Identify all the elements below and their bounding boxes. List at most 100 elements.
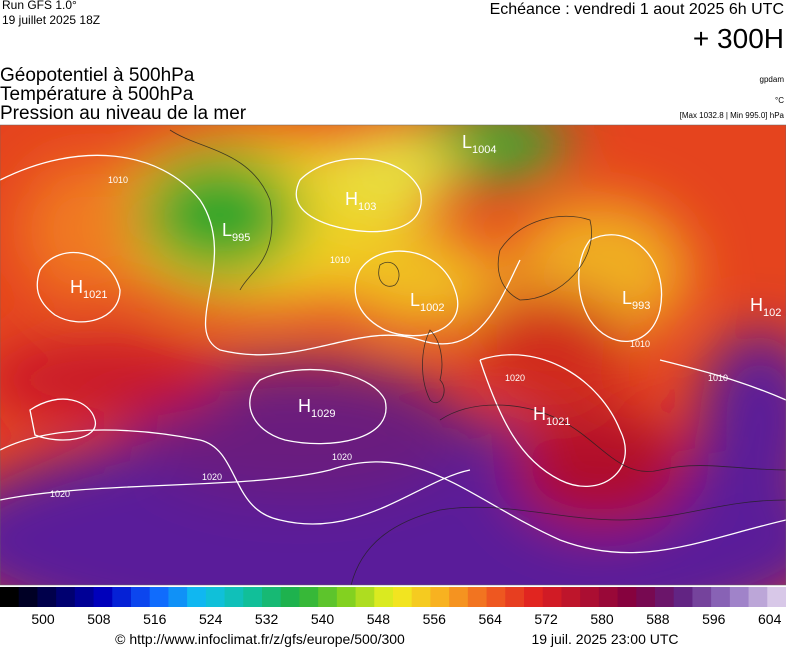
colorbar-swatch (542, 587, 562, 607)
colorbar-swatch (18, 587, 38, 607)
colorbar-swatch (505, 587, 525, 607)
colorbar-swatch (711, 587, 731, 607)
colorbar-swatch (580, 587, 600, 607)
unit: gpdam (760, 75, 785, 84)
unit: [Max 1032.8 | Min 995.0] hPa (680, 111, 785, 120)
colorbar-label: 556 (423, 611, 447, 627)
pressure-center: L995 (222, 220, 250, 244)
colorbar-swatch (524, 587, 544, 607)
pressure-center: L1004 (462, 132, 497, 156)
center-type: H (70, 277, 83, 297)
colorbar-label: 524 (199, 611, 223, 627)
isobar-label: 1020 (50, 489, 70, 499)
colorbar-swatch (655, 587, 675, 607)
colorbar-label: 564 (479, 611, 503, 627)
center-value: 1002 (420, 302, 444, 314)
colorbar-swatch (748, 587, 768, 607)
isobar-label: 1020 (332, 452, 352, 462)
colorbar-swatch (486, 587, 506, 607)
pressure-center: H103 (345, 189, 376, 213)
colorbar-label: 596 (702, 611, 726, 627)
center-value: 103 (358, 201, 376, 213)
colorbar-swatch (93, 587, 113, 607)
colorbar-swatch (131, 587, 151, 607)
center-type: H (345, 189, 358, 209)
lead-time: + 300H (693, 23, 784, 54)
colorbar-swatch (449, 587, 469, 607)
colorbar-swatch (636, 587, 656, 607)
field: Température à 500hPa (0, 84, 194, 105)
colorbar-swatch (355, 587, 375, 607)
pressure-center: H1029 (298, 396, 335, 420)
center-value: 1004 (472, 144, 496, 156)
colorbar-label: 588 (646, 611, 670, 627)
coastlines (169, 129, 786, 585)
source: © http://www.infoclimat.fr/z/gfs/europe/… (115, 631, 405, 647)
center-value: 1021 (546, 416, 570, 428)
colorbar-swatch (0, 587, 20, 607)
colorbar-swatch (37, 587, 57, 607)
colorbar-swatch (374, 587, 394, 607)
colorbar-swatch (729, 587, 750, 607)
colorbar-swatch (299, 587, 319, 607)
valid-time: Echéance : vendredi 1 aout 2025 6h UTC (490, 1, 784, 18)
run: Run GFS 1.0° (2, 0, 77, 12)
colorbar-swatch (280, 587, 300, 607)
center-type: L (410, 290, 420, 310)
isobar-label: 1020 (202, 472, 222, 482)
unit: °C (775, 96, 784, 105)
colorbar-swatch (112, 587, 132, 607)
center-value: 1029 (311, 408, 335, 420)
center-value: 995 (232, 232, 250, 244)
center-value: 993 (632, 300, 650, 312)
colorbar-label: 604 (758, 611, 782, 627)
center-type: L (222, 220, 232, 240)
colorbar-swatch (56, 587, 76, 607)
colorbar-swatch (187, 587, 207, 607)
footer-time: 19 juil. 2025 23:00 UTC (531, 631, 678, 647)
colorbar-label: 508 (87, 611, 111, 627)
pressure-center: H102 (750, 295, 781, 319)
colorbar-swatch (262, 587, 282, 607)
colorbar-swatch (336, 587, 357, 607)
map-frame (0, 124, 786, 586)
colorbar-swatch (430, 587, 450, 607)
colorbar-label: 572 (534, 611, 558, 627)
colorbar-swatch (318, 587, 338, 607)
center-value: 102 (763, 307, 781, 319)
colorbar-swatch (617, 587, 637, 607)
colorbar-swatch (467, 587, 488, 607)
colorbar-swatch (598, 587, 619, 607)
colorbar-swatch (767, 587, 786, 607)
colorbar-swatch (692, 587, 712, 607)
center-type: L (622, 288, 632, 308)
field: Pression au niveau de la mer (0, 103, 247, 124)
pressure-center: L1002 (410, 290, 445, 314)
colorbar-label: 500 (31, 611, 55, 627)
colorbar: 500 508 516 524 532 540 548 556 564 572 580 588 596 6… (0, 587, 786, 627)
isobar-label: 1010 (330, 255, 350, 265)
run-date: 19 juillet 2025 18Z (2, 13, 100, 27)
colorbar-swatch (74, 587, 95, 607)
colorbar-label: 580 (590, 611, 614, 627)
center-type: H (298, 396, 311, 416)
colorbar-swatch (411, 587, 431, 607)
isobar-label: 1010 (108, 175, 128, 185)
colorbar-label: 532 (255, 611, 279, 627)
colorbar-swatch (205, 587, 226, 607)
isobar-labels: 1010 1010 1020 1020 1020 1010 1010 1020 (50, 175, 728, 499)
center-type: H (533, 404, 546, 424)
colorbar-swatch (168, 587, 188, 607)
center-type: L (462, 132, 472, 152)
colorbar-label: 516 (143, 611, 167, 627)
colorbar-swatch (673, 587, 693, 607)
center-value: 1021 (83, 289, 107, 301)
field: Géopotentiel à 500hPa (0, 65, 195, 86)
colorbar-swatch (224, 587, 244, 607)
pressure-center: L993 (622, 288, 650, 312)
isobar-label: 1010 (708, 373, 728, 383)
